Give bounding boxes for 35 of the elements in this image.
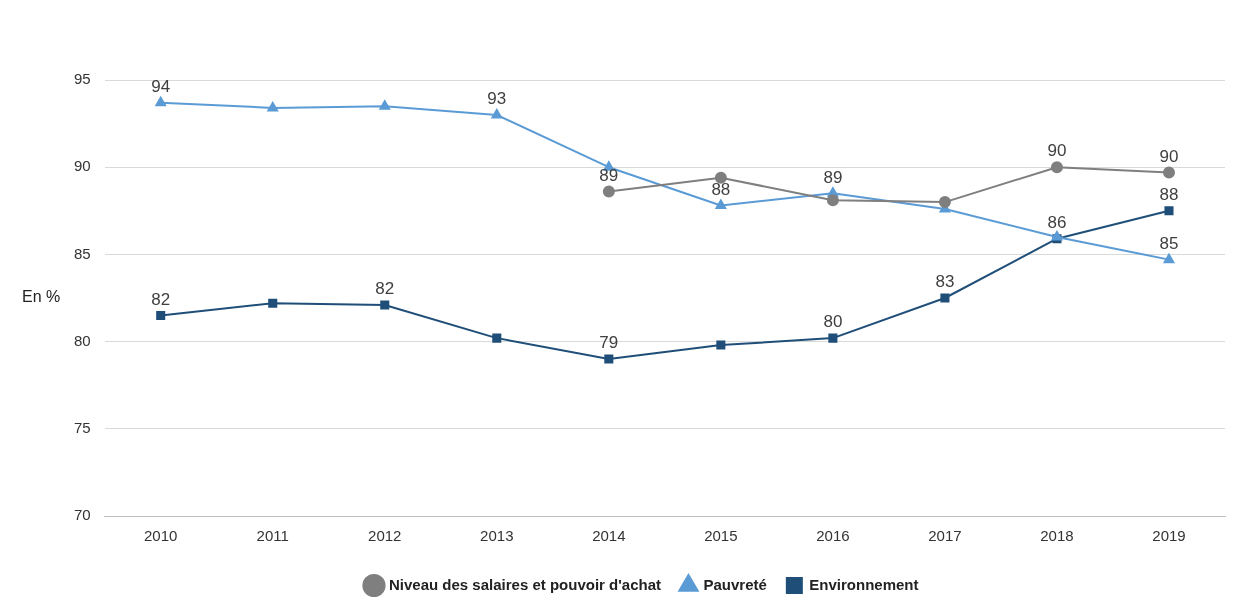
y-tick-label: 95 bbox=[74, 70, 91, 88]
data-label: 94 bbox=[151, 76, 171, 96]
y-tick-label: 80 bbox=[74, 331, 91, 349]
data-label: 79 bbox=[599, 333, 619, 353]
data-label: 83 bbox=[935, 272, 955, 292]
x-tick-label: 2018 bbox=[1040, 527, 1074, 545]
legend-label: Niveau des salaires et pouvoir d'achat bbox=[388, 575, 661, 593]
x-tick-label: 2012 bbox=[368, 527, 402, 545]
data-label: 90 bbox=[1159, 146, 1179, 166]
x-tick-label: 2010 bbox=[144, 527, 178, 545]
legend-label: Environnement bbox=[809, 575, 919, 593]
data-label: 85 bbox=[1159, 233, 1179, 253]
x-tick-label: 2017 bbox=[928, 527, 962, 545]
y-tick-label: 75 bbox=[74, 418, 91, 436]
data-label: 89 bbox=[599, 165, 619, 185]
y-tick-label: 85 bbox=[74, 244, 91, 262]
x-tick-label: 2014 bbox=[592, 527, 626, 545]
x-tick-label: 2013 bbox=[480, 527, 514, 545]
data-label: 90 bbox=[1047, 141, 1067, 161]
x-tick-label: 2015 bbox=[704, 527, 738, 545]
x-tick-label: 2011 bbox=[256, 527, 289, 545]
x-tick-label: 2019 bbox=[1152, 527, 1186, 545]
data-label: 86 bbox=[1047, 212, 1067, 232]
legend-label: Pauvreté bbox=[703, 575, 767, 593]
data-label: 88 bbox=[1159, 184, 1179, 204]
data-label: 88 bbox=[711, 179, 731, 199]
data-label: 80 bbox=[823, 312, 843, 332]
data-label: 89 bbox=[823, 167, 843, 187]
y-tick-label: 90 bbox=[74, 157, 91, 175]
data-label: 93 bbox=[487, 89, 507, 109]
data-label: 82 bbox=[151, 289, 171, 309]
x-tick-label: 2016 bbox=[816, 527, 850, 545]
y-axis-title: En % bbox=[22, 288, 61, 306]
y-tick-label: 70 bbox=[74, 506, 91, 524]
data-label: 82 bbox=[375, 279, 395, 299]
